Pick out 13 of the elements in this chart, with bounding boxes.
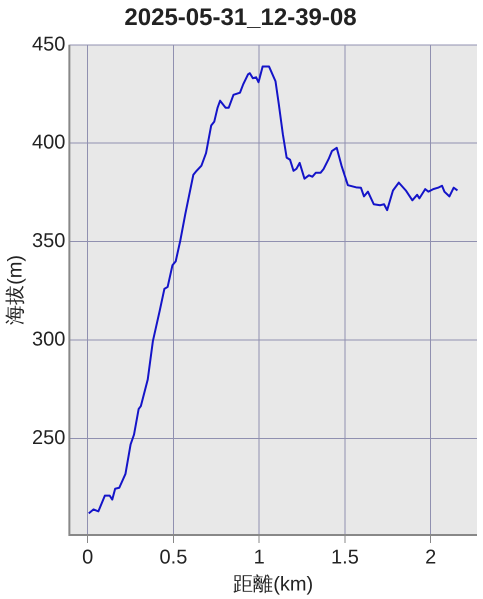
y-axis-title: 海拔(m) (4, 254, 27, 325)
y-tick-label: 400 (32, 132, 66, 154)
x-tick-label: 0 (82, 546, 94, 569)
x-tick-label: 1 (254, 546, 265, 569)
x-tick-label: 0.5 (160, 546, 188, 569)
y-tick-label: 450 (32, 33, 66, 56)
x-tick-label: 1.5 (331, 546, 359, 569)
y-tick-label: 250 (32, 427, 66, 450)
chart-title: 2025-05-31_12-39-08 (124, 4, 357, 32)
y-tick-label: 350 (32, 230, 66, 252)
y-tick-label: 300 (32, 328, 66, 351)
x-tick-label: 2 (425, 546, 436, 569)
x-axis-title: 距離(km) (233, 574, 314, 596)
